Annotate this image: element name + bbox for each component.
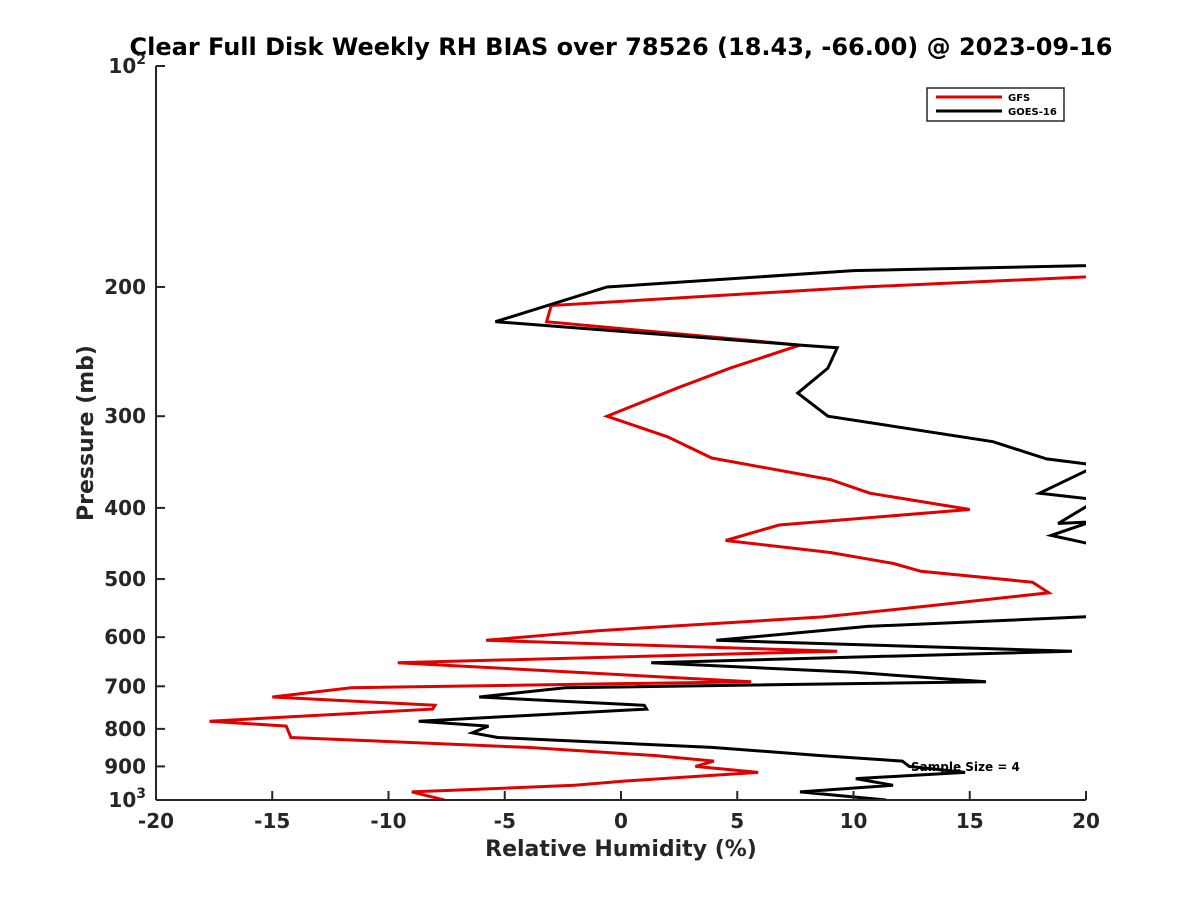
chart-title: Clear Full Disk Weekly RH BIAS over 7852…: [130, 33, 1113, 61]
y-tick-label: 400: [104, 496, 146, 520]
legend: GFS GOES-16: [926, 87, 1065, 122]
y-tick-label: 500: [104, 567, 146, 591]
series-line-gfs: [209, 275, 1086, 800]
y-tick-label: 103: [108, 786, 146, 812]
series-line-goes-16: [418, 264, 1086, 800]
y-axis-label: Pressure (mb): [74, 345, 99, 521]
x-axis-label: Relative Humidity (%): [485, 837, 757, 862]
y-tick-label: 800: [104, 717, 146, 741]
y-tick-label: 600: [104, 625, 146, 649]
x-tick-label: -15: [254, 809, 290, 833]
y-tick-label: 700: [104, 674, 146, 698]
x-tick-label: 5: [730, 809, 744, 833]
y-tick-label: 200: [104, 275, 146, 299]
legend-label-gfs: GFS: [1008, 93, 1030, 104]
y-tick-label: 300: [104, 404, 146, 428]
x-tick-label: -5: [494, 809, 516, 833]
x-tick-label: 0: [614, 809, 628, 833]
legend-box: [926, 87, 1065, 122]
legend-label-goes-16: GOES-16: [1008, 107, 1057, 118]
y-tick-label: 102: [108, 52, 146, 78]
sample-size-annotation: Sample Size = 4: [911, 760, 1020, 774]
y-tick-label: 900: [104, 754, 146, 778]
x-tick-label: -20: [138, 809, 174, 833]
x-tick-label: 20: [1072, 809, 1100, 833]
x-tick-label: 15: [956, 809, 984, 833]
x-tick-label: 10: [840, 809, 868, 833]
x-tick-label: -10: [370, 809, 406, 833]
